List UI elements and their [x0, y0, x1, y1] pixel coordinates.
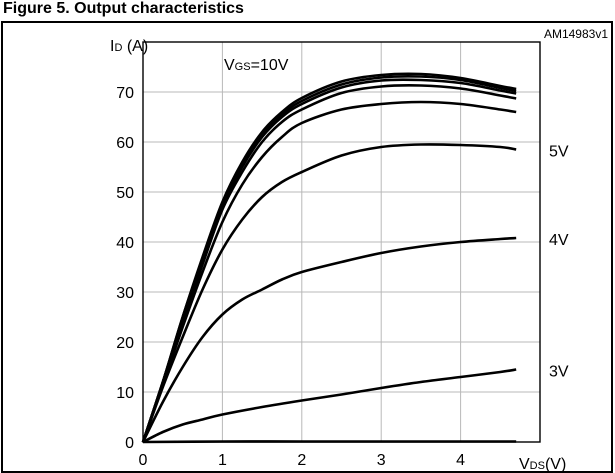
curve-label: 3V	[549, 364, 569, 381]
x-axis-label: VDS(V)	[519, 456, 566, 473]
y-tick-label: 60	[116, 135, 134, 152]
y-tick-label: 70	[116, 85, 134, 102]
y-tick-label: 40	[116, 235, 134, 252]
y-tick-label: 20	[116, 335, 134, 352]
series-line	[141, 100, 517, 443]
x-tick-label: 3	[377, 452, 386, 469]
outer-frame	[1, 21, 613, 473]
series-line	[141, 143, 517, 443]
y-tick-label: 10	[116, 385, 134, 402]
x-tick-label: 1	[218, 452, 227, 469]
vgs-annotation: VGS=10V	[224, 57, 289, 74]
x-tick-label: 4	[456, 452, 465, 469]
series-line	[141, 236, 517, 443]
chart-title: Figure 5. Output characteristics	[3, 0, 244, 17]
curve-label: 4V	[549, 232, 569, 249]
y-tick-label: 0	[125, 435, 134, 452]
x-tick-label: 2	[297, 452, 306, 469]
document-code: AM14983v1	[544, 27, 608, 41]
plot-area-border	[142, 41, 541, 443]
x-tick-label: 0	[139, 452, 148, 469]
y-tick-label: 30	[116, 285, 134, 302]
grid	[143, 41, 540, 442]
curve-labels: 5V 4V 3V	[549, 144, 569, 381]
series-line	[141, 84, 517, 443]
series-line	[142, 368, 517, 444]
y-tick-label: 50	[116, 185, 134, 202]
y-axis-label: ID (A)	[110, 38, 148, 55]
series-group	[141, 72, 517, 444]
curve-label: 5V	[549, 144, 569, 161]
